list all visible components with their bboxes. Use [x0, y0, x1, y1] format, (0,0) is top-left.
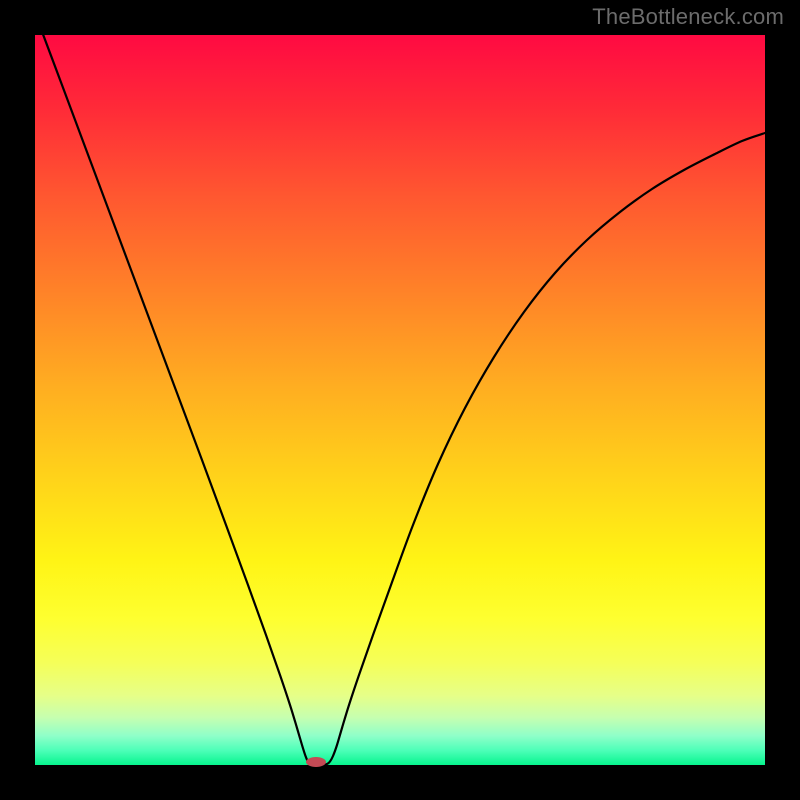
bottleneck-chart	[0, 0, 800, 800]
watermark-text: TheBottleneck.com	[592, 4, 784, 30]
valley-marker	[306, 757, 326, 767]
plot-background	[35, 35, 765, 765]
